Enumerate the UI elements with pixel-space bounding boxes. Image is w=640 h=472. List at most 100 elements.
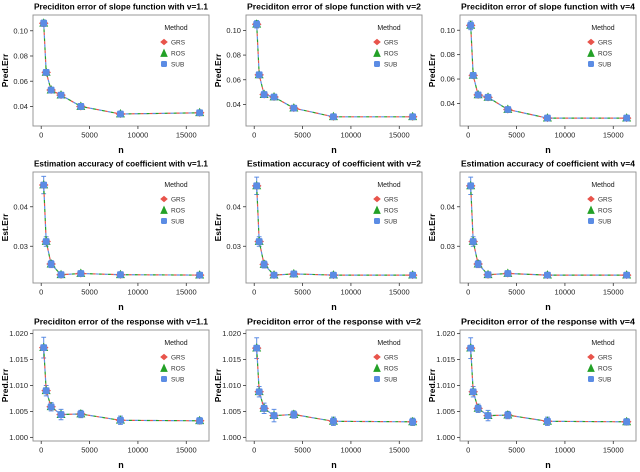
x-tick-label: 5000 xyxy=(508,445,525,454)
legend-marker-sub xyxy=(374,60,381,67)
x-tick-label: 5000 xyxy=(295,130,312,139)
y-tick-label: 1.015 xyxy=(9,355,28,364)
legend-marker-sub xyxy=(160,60,167,67)
x-tick-label: 10000 xyxy=(128,288,149,297)
marker-sub-square xyxy=(474,404,482,412)
x-tick-label: 10000 xyxy=(341,130,362,139)
y-tick-label: 0.03 xyxy=(227,242,242,251)
x-axis-label: n xyxy=(332,145,338,155)
y-axis-label: Pred.Err xyxy=(427,53,437,87)
x-tick-label: 0 xyxy=(252,130,256,139)
marker-sub-square xyxy=(409,272,417,279)
y-tick-label: 1.005 xyxy=(223,407,242,416)
legend-marker-ros xyxy=(160,48,168,57)
chart-svg-8: Preciditon error of the response with v=… xyxy=(213,317,423,469)
legend-label: GRS xyxy=(171,39,186,46)
x-tick-label: 0 xyxy=(39,130,43,139)
x-tick-label: 15000 xyxy=(389,130,410,139)
chart-title: Preciditon error of the response with v=… xyxy=(461,317,636,326)
x-tick-label: 10000 xyxy=(554,445,575,454)
marker-sub-square xyxy=(504,411,511,419)
legend-marker-sub xyxy=(374,375,381,382)
y-tick-label: 0.10 xyxy=(227,26,242,35)
chart-svg-2: Preciditon error of slope function with … xyxy=(213,2,423,155)
chart-cell-1: Preciditon error of slope function with … xyxy=(0,0,213,157)
y-tick-label: 1.010 xyxy=(9,381,28,390)
marker-sub-square xyxy=(117,271,124,279)
chart-cell-9: Preciditon error of the response with v=… xyxy=(427,315,640,472)
legend-marker-ros xyxy=(373,205,382,215)
x-tick-label: 5000 xyxy=(81,445,98,454)
marker-sub-square xyxy=(469,238,477,246)
chart-cell-6: Estimation accuracy of coefficient with … xyxy=(427,157,640,314)
legend-label: ROS xyxy=(171,50,186,57)
legend-label: SUB xyxy=(384,376,397,383)
marker-sub-square xyxy=(261,91,268,98)
y-tick-label: 0.03 xyxy=(440,242,455,251)
y-tick-label: 0.03 xyxy=(13,242,28,251)
legend-marker-ros xyxy=(160,363,168,372)
marker-sub-square xyxy=(47,86,55,94)
chart-cell-4: Estimation accuracy of coefficient with … xyxy=(0,157,213,314)
marker-sub-square xyxy=(622,418,630,425)
legend-label: GRS xyxy=(171,354,186,361)
marker-sub-square xyxy=(256,387,263,395)
legend-label: ROS xyxy=(598,208,613,215)
x-axis-label: n xyxy=(118,302,124,312)
plot-panel xyxy=(32,14,210,127)
x-tick-label: 0 xyxy=(466,288,470,297)
marker-sub-square xyxy=(330,272,338,279)
marker-sub-square xyxy=(270,93,278,101)
marker-sub-square xyxy=(253,344,261,352)
marker-sub-square xyxy=(330,113,338,121)
x-tick-label: 5000 xyxy=(295,288,312,297)
legend-title: Method xyxy=(378,25,401,32)
chart-svg-3: Preciditon error of slope function with … xyxy=(427,2,637,155)
marker-sub-square xyxy=(543,417,551,425)
chart-cell-7: Preciditon error of the response with v=… xyxy=(0,315,213,472)
marker-sub-square xyxy=(40,343,48,351)
x-tick-label: 15000 xyxy=(603,445,624,454)
chart-svg-4: Estimation accuracy of coefficient with … xyxy=(0,160,210,312)
legend-label: GRS xyxy=(384,39,399,46)
x-axis-label: n xyxy=(332,302,338,312)
y-tick-label: 0.04 xyxy=(227,100,242,109)
legend-marker-ros xyxy=(160,205,168,215)
marker-sub-square xyxy=(253,182,261,190)
marker-sub-square xyxy=(196,272,204,279)
x-tick-label: 0 xyxy=(466,130,470,139)
y-tick-label: 0.04 xyxy=(440,99,455,108)
chart-title: Preciditon error of slope function with … xyxy=(461,2,636,11)
marker-sub-square xyxy=(290,410,298,418)
marker-sub-square xyxy=(77,410,85,418)
y-axis-label: Pred.Err xyxy=(0,53,10,87)
marker-sub-square xyxy=(466,344,474,352)
legend-label: SUB xyxy=(171,219,184,226)
plot-panel xyxy=(245,171,423,284)
marker-sub-square xyxy=(543,272,551,279)
y-tick-label: 1.010 xyxy=(223,381,242,390)
marker-sub-square xyxy=(57,271,65,279)
legend-marker-sub xyxy=(587,218,594,225)
chart-title: Preciditon error of the response with v=… xyxy=(247,317,422,326)
marker-sub-square xyxy=(47,403,55,410)
x-tick-label: 15000 xyxy=(389,445,410,454)
chart-svg-1: Preciditon error of slope function with … xyxy=(0,2,210,155)
y-axis-label: Pred.Err xyxy=(427,368,437,402)
legend-marker-ros xyxy=(373,48,382,57)
legend-label: GRS xyxy=(171,197,186,204)
legend-marker-sub xyxy=(374,218,381,225)
x-tick-label: 5000 xyxy=(508,288,525,297)
legend-marker-sub xyxy=(160,375,167,382)
marker-sub-square xyxy=(42,68,50,76)
x-axis-label: n xyxy=(545,302,551,312)
legend-title: Method xyxy=(164,182,187,189)
legend-title: Method xyxy=(378,182,401,189)
chart-svg-7: Preciditon error of the response with v=… xyxy=(0,317,210,469)
plot-panel xyxy=(245,14,423,127)
marker-sub-square xyxy=(256,71,263,79)
legend-label: ROS xyxy=(171,208,186,215)
legend-title: Method xyxy=(378,340,401,347)
chart-cell-5: Estimation accuracy of coefficient with … xyxy=(213,157,426,314)
x-axis-label: n xyxy=(118,145,124,155)
